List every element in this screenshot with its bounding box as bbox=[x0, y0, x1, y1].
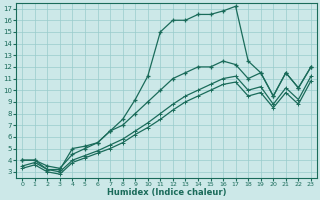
X-axis label: Humidex (Indice chaleur): Humidex (Indice chaleur) bbox=[107, 188, 226, 197]
